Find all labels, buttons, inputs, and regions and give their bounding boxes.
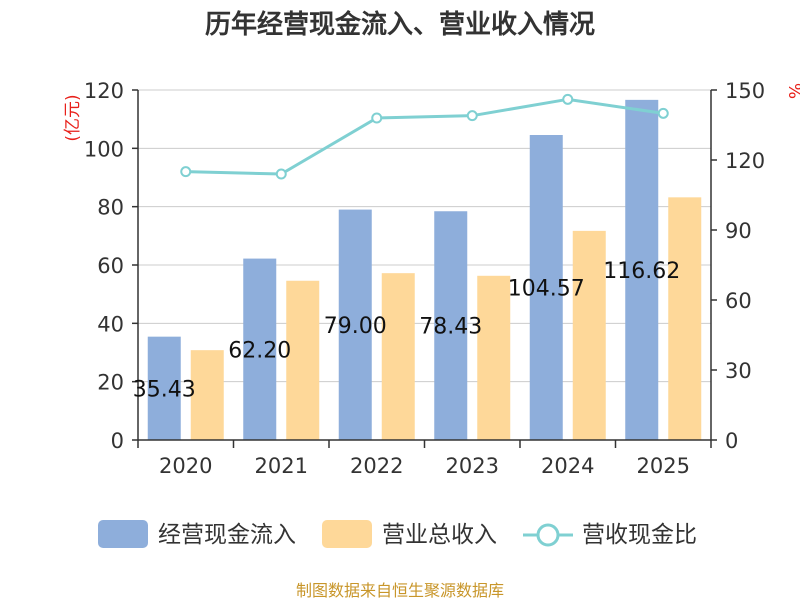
bar-revenue — [477, 275, 511, 440]
right-axis-tick-label: 120 — [725, 149, 765, 173]
data-label: 62.20 — [228, 338, 291, 363]
bar-cash-inflow — [147, 336, 181, 440]
left-axis-tick-label: 100 — [84, 137, 124, 161]
legend: 经营现金流入 营业总收入 营收现金比 — [98, 520, 697, 548]
ratio-point — [180, 166, 192, 178]
bar-revenue — [572, 230, 606, 440]
x-axis-tick-label: 2020 — [159, 454, 212, 478]
ratio-point — [275, 168, 287, 180]
chart-title: 历年经营现金流入、营业收入情况 — [205, 9, 595, 40]
x-axis-tick-label: 2024 — [541, 454, 594, 478]
legend-swatch-ratio-marker — [536, 523, 560, 547]
bar-cash-inflow — [625, 99, 659, 440]
x-axis-tick-label: 2025 — [637, 454, 690, 478]
bar-revenue — [286, 280, 320, 440]
data-label: 104.57 — [508, 277, 585, 302]
bar-cash-inflow — [243, 258, 277, 440]
x-axis-tick-label: 2023 — [446, 454, 499, 478]
axes: 0 20 40 60 80 100 120 0 30 60 90 120 150 2020 2021 2022… — [84, 79, 765, 478]
x-axis-tick-label: 2022 — [350, 454, 403, 478]
data-label: 116.62 — [603, 259, 680, 284]
gridlines — [138, 89, 711, 383]
ratio-point — [466, 110, 478, 122]
data-labels: 35.43 62.20 79.00 78.43 104.57 116.62 — [133, 259, 680, 402]
legend-label-ratio[interactable]: 营收现金比 — [582, 522, 697, 548]
left-axis-tick-label: 60 — [97, 254, 124, 278]
right-axis-tick-label: 0 — [725, 429, 738, 453]
ratio-point — [657, 107, 669, 119]
bars — [147, 99, 702, 441]
legend-label-cash-inflow[interactable]: 经营现金流入 — [158, 522, 296, 548]
ratio-line-path — [185, 97, 664, 176]
data-label: 35.43 — [133, 377, 196, 402]
left-axis-tick-label: 20 — [97, 371, 124, 395]
right-axis-tick-label: 150 — [725, 79, 765, 103]
right-axis-tick-label: 90 — [725, 219, 752, 243]
right-axis-tick-label: 60 — [725, 289, 752, 313]
data-label: 79.00 — [324, 314, 387, 339]
ratio-line — [180, 93, 669, 180]
bar-revenue — [190, 350, 224, 440]
bar-cash-inflow — [529, 135, 563, 441]
left-axis-tick-label: 40 — [97, 312, 124, 336]
legend-swatch-cash-inflow — [98, 520, 148, 548]
right-axis-unit: % — [784, 83, 800, 99]
legend-label-revenue[interactable]: 营业总收入 — [382, 522, 497, 548]
left-axis-tick-label: 80 — [97, 196, 124, 220]
left-axis-tick-label: 0 — [111, 429, 124, 453]
legend-swatch-revenue — [322, 520, 372, 548]
bar-revenue — [381, 273, 415, 440]
bar-cash-inflow — [434, 211, 468, 440]
left-axis-unit: (亿元) — [63, 94, 83, 141]
x-axis-tick-label: 2021 — [255, 454, 308, 478]
right-axis-tick-label: 30 — [725, 359, 752, 383]
bar-revenue — [668, 197, 702, 440]
data-label: 78.43 — [419, 315, 482, 340]
ratio-point — [371, 112, 383, 124]
left-axis-tick-label: 120 — [84, 79, 124, 103]
source-note: 制图数据来自恒生聚源数据库 — [296, 581, 504, 600]
ratio-point — [562, 93, 574, 105]
bar-cash-inflow — [338, 209, 372, 440]
